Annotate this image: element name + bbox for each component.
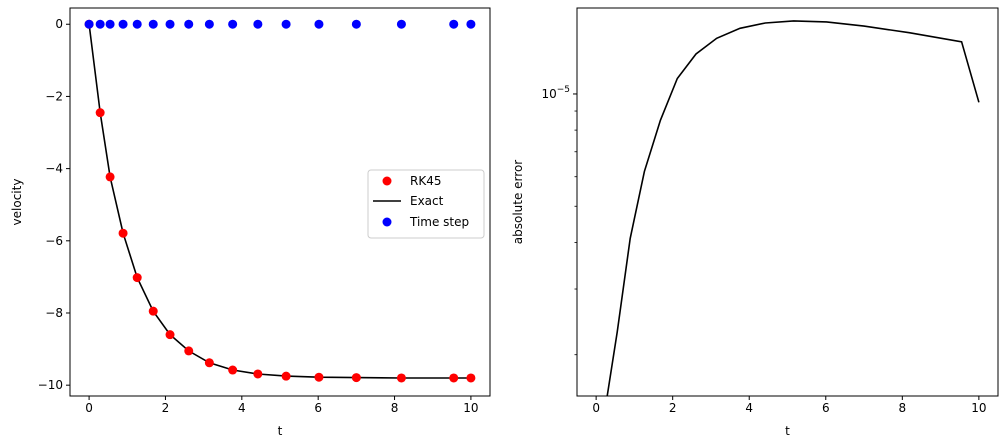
rk45-point [396,373,406,383]
velocity-plot: 0 2 4 6 8 10 0 −2 −4 −6 −8 −10 t velocity RK45 Exact Tim… [10,7,491,438]
x-tick-label: 10 [463,401,478,415]
error-line [606,20,980,397]
time-step-point [148,19,158,29]
x-tick-label: 2 [669,401,677,415]
x-tick-label: 6 [822,401,830,415]
time-step-point [95,19,105,29]
rk45-point [351,373,361,383]
time-step-point [132,19,142,29]
time-step-point [396,19,406,29]
time-step-point [351,19,361,29]
rk45-point [449,373,459,383]
time-step-point [204,19,214,29]
legend-rk45-marker [382,176,392,186]
rk45-point [228,365,238,375]
y-tick-label: −4 [45,162,63,176]
x-tick-label: 4 [745,401,753,415]
x-axis-label: t [278,424,283,438]
time-step-point [165,19,175,29]
rk45-point [105,172,115,182]
x-tick-label: 6 [314,401,322,415]
time-step-point [184,19,194,29]
x-tick-label: 2 [162,401,170,415]
time-step-point [228,19,238,29]
rk45-point [281,371,291,381]
time-step-point [84,19,94,29]
legend-box [367,169,485,239]
y-axis-label: velocity [10,179,24,226]
time-step-point [449,19,459,29]
legend-time-step-marker [382,217,392,227]
axes-frame [576,7,999,397]
x-tick-label: 0 [592,401,600,415]
rk45-point [118,228,128,238]
x-tick-label: 0 [85,401,93,415]
rk45-point [204,358,214,368]
rk45-point [95,108,105,118]
legend-exact-label: Exact [410,194,444,208]
legend-rk45-label: RK45 [410,174,441,188]
y-tick-label: −8 [45,306,63,320]
y-tick-label: −6 [45,234,63,248]
time-step-point [314,19,324,29]
rk45-point [466,373,476,383]
rk45-point [148,306,158,316]
time-step-point [281,19,291,29]
y-tick-label: −2 [45,89,63,103]
legend-time-step-label: Time step [409,215,469,229]
time-step-point [466,19,476,29]
x-tick-label: 10 [971,401,986,415]
y-tick-label: 10−5 [541,85,570,101]
x-axis-label: t [785,424,790,438]
y-tick-label: −10 [38,378,63,392]
x-tick-label: 8 [391,401,399,415]
rk45-point [314,372,324,382]
x-tick-label: 4 [238,401,246,415]
time-step-point [118,19,128,29]
axes-frame [69,7,491,397]
y-tick-label: 0 [55,17,63,31]
rk45-point [184,346,194,356]
rk45-point [253,369,263,379]
rk45-point [132,273,142,283]
rk45-point [165,330,175,340]
x-tick-label: 8 [898,401,906,415]
time-step-point [105,19,115,29]
error-plot: 0 2 4 6 8 10 10−5 t absolute error [511,7,999,438]
time-step-point [253,19,263,29]
y-axis-label: absolute error [511,160,525,245]
legend: RK45 Exact Time step [367,169,485,239]
